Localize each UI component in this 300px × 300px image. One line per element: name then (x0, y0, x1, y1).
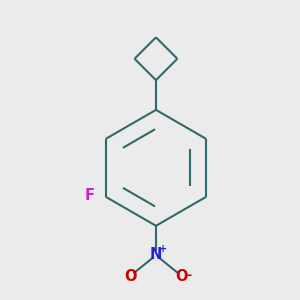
Text: -: - (186, 269, 191, 282)
Text: O: O (175, 269, 188, 284)
Text: +: + (159, 244, 167, 254)
Text: F: F (84, 188, 94, 203)
Text: N: N (150, 247, 162, 262)
Text: O: O (124, 269, 137, 284)
